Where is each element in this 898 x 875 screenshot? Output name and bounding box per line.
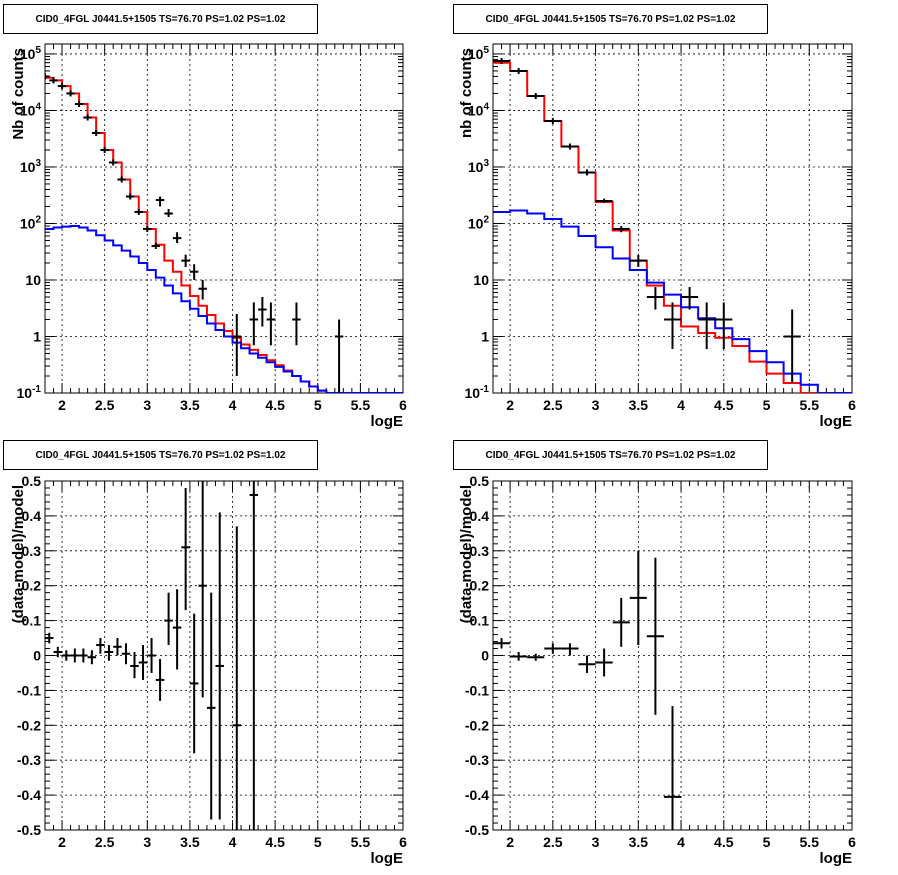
y-tick-label: 102	[20, 214, 42, 231]
x-tick-label: 6	[399, 834, 407, 850]
y-tick-label: 104	[20, 101, 42, 118]
panel-title-br: CID0_4FGL J0441.5+1505 TS=76.70 PS=1.02 …	[453, 440, 768, 470]
x-tick-label: 3.5	[629, 397, 649, 413]
y-tick-label: 105	[468, 45, 490, 62]
x-tick-label: 2	[58, 397, 66, 413]
y-tick-label: 105	[20, 45, 42, 62]
y-tick-label: 0.2	[470, 578, 490, 594]
x-tick-label: 4	[229, 397, 237, 413]
x-axis-label: logE	[371, 413, 404, 430]
y-tick-label: 102	[468, 214, 490, 231]
y-tick-label: 0.1	[470, 613, 490, 629]
x-tick-label: 3.5	[629, 834, 649, 850]
x-tick-label: 5	[314, 834, 322, 850]
x-tick-label: 2.5	[543, 397, 563, 413]
panel-title-bl: CID0_4FGL J0441.5+1505 TS=76.70 PS=1.02 …	[3, 440, 318, 470]
x-tick-label: 4	[229, 834, 237, 850]
y-tick-label: 1	[33, 328, 41, 344]
plot-area	[45, 481, 259, 830]
y-tick-label: -0.1	[465, 682, 489, 698]
x-axis-label: logE	[820, 850, 853, 867]
x-tick-label: 4	[677, 834, 685, 850]
y-tick-label: -0.3	[17, 752, 41, 768]
y-tick-label: 1	[481, 328, 489, 344]
y-axis-label: nb of counts	[458, 48, 475, 138]
x-tick-label: 6	[848, 834, 856, 850]
series-line-source-model	[493, 209, 852, 393]
x-tick-label: 5	[763, 397, 771, 413]
y-tick-label: 10	[25, 272, 41, 288]
x-tick-label: 5.5	[351, 834, 371, 850]
y-tick-label: 0.4	[470, 508, 490, 524]
y-tick-label: -0.5	[17, 822, 41, 838]
y-tick-label: 0.5	[470, 473, 490, 489]
y-tick-label: 10-1	[17, 384, 42, 401]
y-tick-label: 10-1	[465, 384, 490, 401]
x-tick-label: 3	[143, 397, 151, 413]
series-line-source-model	[45, 225, 403, 393]
y-axis-label: (data-model)/model	[10, 485, 27, 623]
chart-tr: 10-1 1 10 102 103 104 105	[465, 43, 853, 401]
y-tick-label: 0.3	[22, 543, 42, 559]
x-tick-label: 5.5	[800, 397, 820, 413]
plot-area	[493, 58, 852, 393]
x-tick-label: 5.5	[800, 834, 820, 850]
y-tick-label: -0.4	[465, 787, 489, 803]
y-tick-label: 104	[468, 101, 490, 118]
y-tick-label: -0.4	[17, 787, 41, 803]
x-tick-label: 3	[143, 834, 151, 850]
y-axis-label: Nb of counts	[10, 48, 27, 140]
y-tick-label: 103	[468, 158, 490, 175]
x-tick-label: 2.5	[95, 397, 115, 413]
x-tick-label: 6	[399, 397, 407, 413]
y-tick-label: -0.2	[465, 717, 489, 733]
x-tick-label: 2.5	[95, 834, 115, 850]
y-tick-label: 10	[473, 272, 489, 288]
x-tick-label: 4.5	[265, 834, 285, 850]
y-tick-label: 0.2	[22, 578, 42, 594]
x-tick-label: 4.5	[714, 834, 734, 850]
x-tick-label: 2	[58, 834, 66, 850]
chart-tl: 10-1 1 10 102 103 104 105	[17, 43, 404, 401]
panel-title-tl: CID0_4FGL J0441.5+1505 TS=76.70 PS=1.02 …	[3, 4, 318, 34]
x-tick-label: 2.5	[543, 834, 563, 850]
panel-title-tr: CID0_4FGL J0441.5+1505 TS=76.70 PS=1.02 …	[453, 4, 768, 34]
y-axis-label: (data-model)/model	[458, 485, 475, 623]
y-tick-label: 0.3	[470, 543, 490, 559]
x-tick-label: 3.5	[180, 397, 200, 413]
x-axis-label: logE	[371, 850, 404, 867]
x-tick-label: 4	[677, 397, 685, 413]
chart-bl	[44, 480, 404, 831]
x-tick-label: 3	[592, 397, 600, 413]
y-tick-label: -0.1	[17, 682, 41, 698]
y-tick-label: -0.2	[17, 717, 41, 733]
x-tick-label: 4.5	[714, 397, 734, 413]
x-tick-label: 5	[763, 834, 771, 850]
y-tick-label: -0.3	[465, 752, 489, 768]
x-tick-label: 5	[314, 397, 322, 413]
x-tick-label: 3	[592, 834, 600, 850]
y-tick-label: 103	[20, 158, 42, 175]
y-tick-label: 0.4	[22, 508, 42, 524]
y-tick-label: 0.5	[22, 473, 42, 489]
x-tick-label: 4.5	[265, 397, 285, 413]
x-axis-label: logE	[820, 413, 853, 430]
y-tick-label: 0.1	[22, 613, 42, 629]
x-tick-label: 2	[506, 397, 514, 413]
x-tick-label: 5.5	[351, 397, 371, 413]
y-tick-label: 0	[33, 648, 41, 664]
x-tick-label: 2	[506, 834, 514, 850]
plot-area	[45, 73, 403, 393]
x-tick-label: 6	[848, 397, 856, 413]
plot-area	[493, 550, 682, 830]
y-tick-label: -0.5	[465, 822, 489, 838]
x-tick-label: 3.5	[180, 834, 200, 850]
y-tick-label: 0	[481, 648, 489, 664]
chart-br	[492, 480, 853, 831]
